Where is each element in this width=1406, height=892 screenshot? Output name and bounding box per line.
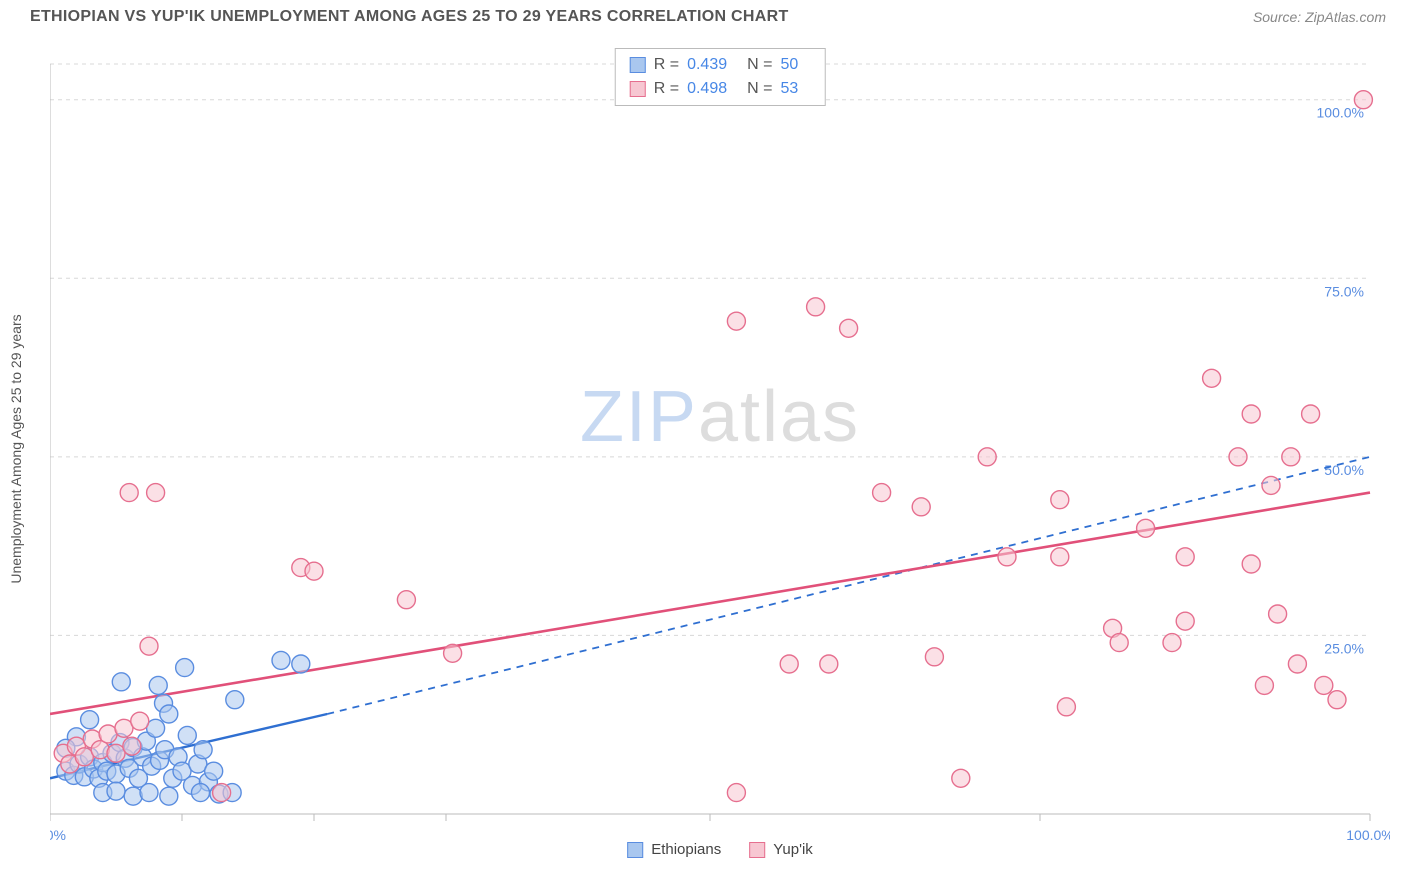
r-label: R = xyxy=(654,77,679,101)
data-point xyxy=(272,651,290,669)
data-point xyxy=(1057,698,1075,716)
y-tick-label: 75.0% xyxy=(1324,283,1364,299)
scatter-chart: 0.0% 100.0% 25.0% 50.0% 75.0% 100.0% xyxy=(50,44,1390,854)
y-tick-label: 100.0% xyxy=(1317,105,1364,121)
data-point xyxy=(140,637,158,655)
n-label: N = xyxy=(747,77,772,101)
data-point xyxy=(397,591,415,609)
legend-swatch xyxy=(749,842,765,858)
data-point xyxy=(112,673,130,691)
y-tick-label: 25.0% xyxy=(1324,640,1364,656)
data-point xyxy=(160,787,178,805)
data-point xyxy=(205,762,223,780)
data-point xyxy=(1242,555,1260,573)
data-point xyxy=(978,448,996,466)
data-point xyxy=(160,705,178,723)
data-point xyxy=(1255,676,1273,694)
data-point xyxy=(998,548,1016,566)
data-point xyxy=(1051,548,1069,566)
stats-row: R = 0.439 N = 50 xyxy=(630,53,811,77)
data-point xyxy=(292,655,310,673)
data-point xyxy=(952,769,970,787)
n-label: N = xyxy=(747,53,772,77)
data-point xyxy=(1288,655,1306,673)
data-point xyxy=(1137,519,1155,537)
data-point xyxy=(727,784,745,802)
x-tick-label: 100.0% xyxy=(1346,827,1390,843)
legend-label: Ethiopians xyxy=(651,841,721,858)
data-point xyxy=(1302,405,1320,423)
legend-label: Yup'ik xyxy=(773,841,813,858)
data-point xyxy=(1262,476,1280,494)
y-axis-label: Unemployment Among Ages 25 to 29 years xyxy=(8,314,24,583)
data-point xyxy=(131,712,149,730)
data-point xyxy=(1176,548,1194,566)
data-point xyxy=(120,484,138,502)
data-point xyxy=(1282,448,1300,466)
data-point xyxy=(1315,676,1333,694)
data-point xyxy=(912,498,930,516)
data-point xyxy=(1176,612,1194,630)
r-label: R = xyxy=(654,53,679,77)
r-value: 0.439 xyxy=(687,53,727,77)
data-point xyxy=(176,659,194,677)
data-point xyxy=(81,711,99,729)
legend-swatch xyxy=(627,842,643,858)
data-point xyxy=(1269,605,1287,623)
data-point xyxy=(1203,369,1221,387)
data-point xyxy=(213,784,231,802)
data-point xyxy=(1328,691,1346,709)
data-point xyxy=(925,648,943,666)
legend-item: Ethiopians xyxy=(627,841,721,858)
data-point xyxy=(873,484,891,502)
data-point xyxy=(780,655,798,673)
data-point xyxy=(1242,405,1260,423)
legend-item: Yup'ik xyxy=(749,841,813,858)
data-point xyxy=(444,644,462,662)
data-point xyxy=(727,312,745,330)
source-attribution: Source: ZipAtlas.com xyxy=(1253,9,1386,25)
r-value: 0.498 xyxy=(687,77,727,101)
data-point xyxy=(191,784,209,802)
data-point xyxy=(147,484,165,502)
chart-container: Unemployment Among Ages 25 to 29 years 0… xyxy=(50,44,1390,854)
data-point xyxy=(107,782,125,800)
data-point xyxy=(226,691,244,709)
series-swatch xyxy=(630,57,646,73)
data-point xyxy=(140,784,158,802)
data-point xyxy=(194,741,212,759)
data-point xyxy=(123,737,141,755)
x-tick-label: 0.0% xyxy=(50,827,66,843)
data-point xyxy=(1110,634,1128,652)
data-point xyxy=(124,787,142,805)
data-point xyxy=(1051,491,1069,509)
data-point xyxy=(807,298,825,316)
correlation-stats-box: R = 0.439 N = 50 R = 0.498 N = 53 xyxy=(615,48,826,106)
data-point xyxy=(820,655,838,673)
n-value: 53 xyxy=(780,77,798,101)
data-point xyxy=(1354,91,1372,109)
y-tick-label: 50.0% xyxy=(1324,462,1364,478)
n-value: 50 xyxy=(780,53,798,77)
stats-row: R = 0.498 N = 53 xyxy=(630,77,811,101)
series-swatch xyxy=(630,81,646,97)
chart-title: ETHIOPIAN VS YUP'IK UNEMPLOYMENT AMONG A… xyxy=(30,8,789,26)
data-point xyxy=(149,676,167,694)
data-point xyxy=(840,319,858,337)
data-point xyxy=(1163,634,1181,652)
data-point xyxy=(1229,448,1247,466)
data-point xyxy=(305,562,323,580)
header: ETHIOPIAN VS YUP'IK UNEMPLOYMENT AMONG A… xyxy=(0,0,1406,30)
data-point xyxy=(178,726,196,744)
series-legend: Ethiopians Yup'ik xyxy=(627,841,813,858)
